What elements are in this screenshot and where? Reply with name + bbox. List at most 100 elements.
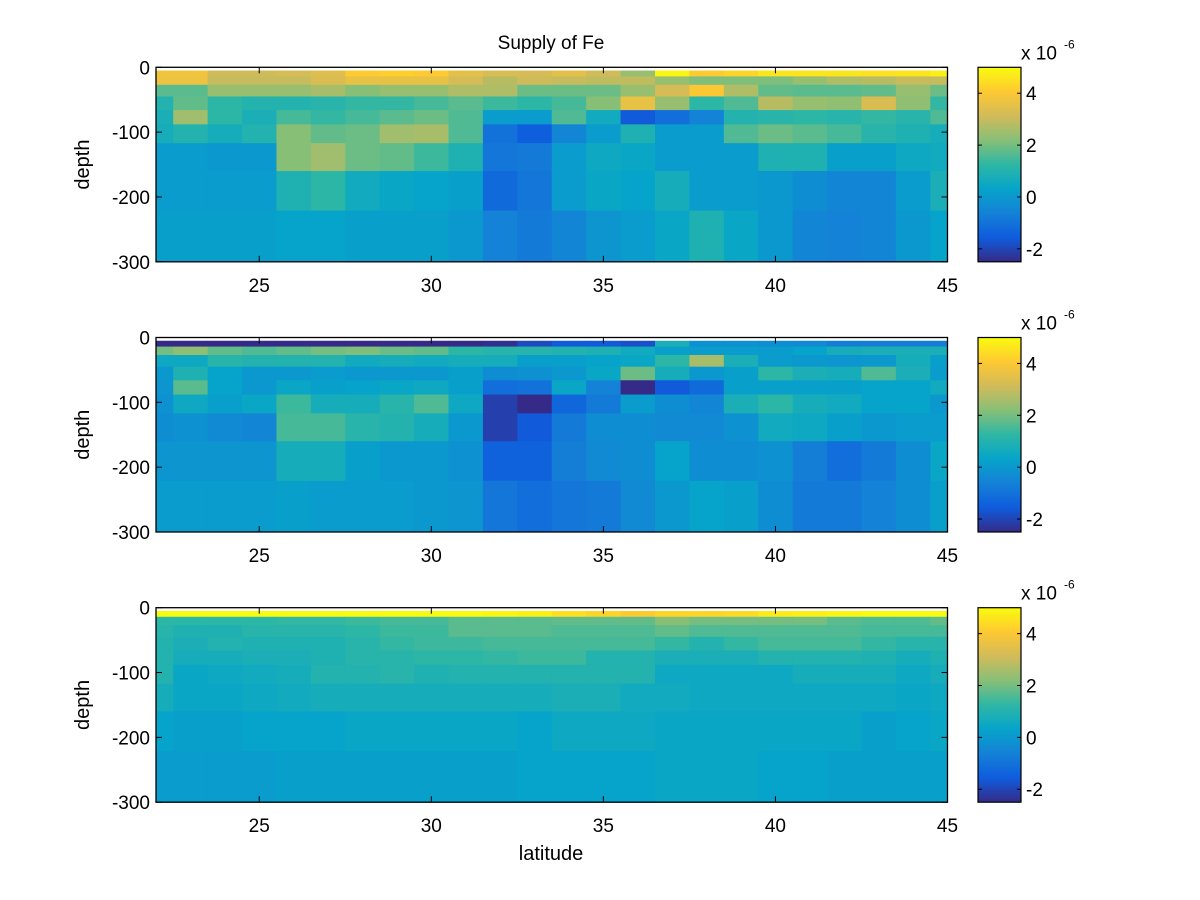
heatmap-cell bbox=[586, 480, 621, 533]
heatmap-cell bbox=[758, 664, 794, 684]
heatmap-cell bbox=[310, 346, 346, 356]
heatmap-cell bbox=[242, 171, 277, 211]
heatmap-cell bbox=[723, 683, 759, 712]
heatmap-cell bbox=[448, 76, 484, 86]
heatmap-cell bbox=[345, 76, 381, 86]
heatmap-cell bbox=[379, 610, 415, 618]
heatmap-cell bbox=[620, 625, 656, 638]
heatmap-cell bbox=[379, 441, 415, 482]
heatmap-cell bbox=[758, 171, 794, 211]
heatmap-cell bbox=[345, 625, 381, 638]
heatmap-cell bbox=[242, 683, 277, 712]
heatmap-cell bbox=[861, 346, 897, 356]
heatmap-cell bbox=[586, 110, 621, 125]
heatmap-cell bbox=[276, 355, 312, 368]
heatmap-cell bbox=[482, 664, 518, 684]
heatmap-cell bbox=[517, 340, 553, 347]
heatmap-cell bbox=[792, 394, 828, 414]
heatmap-cell bbox=[414, 394, 449, 414]
heatmap-cell bbox=[173, 355, 209, 368]
heatmap-cell bbox=[242, 76, 277, 86]
heatmap-cell bbox=[723, 340, 759, 347]
heatmap-cell bbox=[654, 636, 690, 651]
heatmap-cell bbox=[586, 355, 621, 368]
heatmap-cell bbox=[792, 124, 828, 144]
heatmap-cell bbox=[379, 76, 415, 86]
heatmap-cell bbox=[482, 394, 518, 414]
heatmap-cell bbox=[861, 84, 897, 97]
heatmap-cell bbox=[207, 76, 243, 86]
heatmap-cell bbox=[242, 380, 277, 395]
heatmap-cell bbox=[723, 413, 759, 442]
heatmap-cell bbox=[758, 124, 794, 144]
heatmap-cell bbox=[414, 76, 449, 86]
heatmap-cell bbox=[156, 84, 174, 97]
heatmap-cell bbox=[379, 480, 415, 533]
heatmap-cell bbox=[242, 625, 277, 638]
heatmap-cell bbox=[758, 96, 794, 111]
heatmap-cell bbox=[620, 110, 656, 125]
heatmap-cell bbox=[551, 636, 587, 651]
heatmap-cell bbox=[517, 650, 553, 666]
heatmap-cell bbox=[517, 76, 553, 86]
heatmap-cell bbox=[895, 171, 931, 211]
heatmap-cell bbox=[930, 84, 948, 97]
heatmap-cell bbox=[930, 750, 948, 803]
heatmap-cell bbox=[620, 664, 656, 684]
heatmap-cell bbox=[620, 124, 656, 144]
heatmap-cell bbox=[930, 346, 948, 356]
heatmap-cell bbox=[861, 76, 897, 86]
heatmap-cell bbox=[310, 480, 346, 533]
heatmap-cell bbox=[689, 96, 725, 111]
heatmap-cell bbox=[586, 616, 621, 626]
heatmap-cell bbox=[414, 636, 449, 651]
heatmap-cell bbox=[586, 171, 621, 211]
heatmap-cell bbox=[689, 366, 725, 381]
heatmap-cell bbox=[276, 683, 312, 712]
heatmap-cell bbox=[620, 96, 656, 111]
heatmap-cell bbox=[723, 70, 759, 77]
heatmap-cell bbox=[448, 664, 484, 684]
heatmap-cell bbox=[551, 355, 587, 368]
heatmap-cell bbox=[792, 610, 828, 618]
heatmap-cell bbox=[930, 355, 948, 368]
heatmap-cell bbox=[345, 413, 381, 442]
heatmap-cell bbox=[517, 441, 553, 482]
heatmap-cell bbox=[379, 171, 415, 211]
heatmap-cell bbox=[310, 413, 346, 442]
heatmap-cell bbox=[276, 76, 312, 86]
heatmap-cell bbox=[379, 110, 415, 125]
heatmap-cell bbox=[723, 616, 759, 626]
heatmap-cell bbox=[620, 480, 656, 533]
colorbar-gradient bbox=[977, 66, 1022, 263]
heatmap-cell bbox=[276, 143, 312, 172]
heatmap-cell bbox=[517, 346, 553, 356]
heatmap-cell bbox=[242, 340, 277, 347]
heatmap-cell bbox=[930, 340, 948, 347]
heatmap-cell bbox=[827, 340, 862, 347]
heatmap-cell bbox=[207, 366, 243, 381]
heatmap-cell bbox=[207, 394, 243, 414]
heatmap-cell bbox=[276, 480, 312, 533]
heatmap-cell bbox=[792, 636, 828, 651]
heatmap-cell bbox=[620, 413, 656, 442]
heatmap-cell bbox=[723, 711, 759, 752]
y-tick-label: -100 bbox=[112, 664, 150, 685]
heatmap-cell bbox=[345, 750, 381, 803]
heatmap-cell bbox=[654, 650, 690, 666]
colorbar-gradient bbox=[977, 607, 1022, 803]
heatmap-cell bbox=[792, 616, 828, 626]
colorbar-scale-label: x 10 bbox=[1021, 584, 1057, 605]
heatmap-cell bbox=[895, 711, 931, 752]
y-axis-label: depth bbox=[72, 140, 94, 190]
heatmap-cell bbox=[173, 683, 209, 712]
heatmap-cell bbox=[173, 711, 209, 752]
heatmap-cell bbox=[586, 441, 621, 482]
heatmap-cell bbox=[551, 394, 587, 414]
heatmap-cell bbox=[551, 366, 587, 381]
heatmap-cell bbox=[827, 394, 862, 414]
heatmap-cell bbox=[242, 636, 277, 651]
heatmap-cell bbox=[551, 110, 587, 125]
y-tick-label: 0 bbox=[139, 329, 150, 350]
